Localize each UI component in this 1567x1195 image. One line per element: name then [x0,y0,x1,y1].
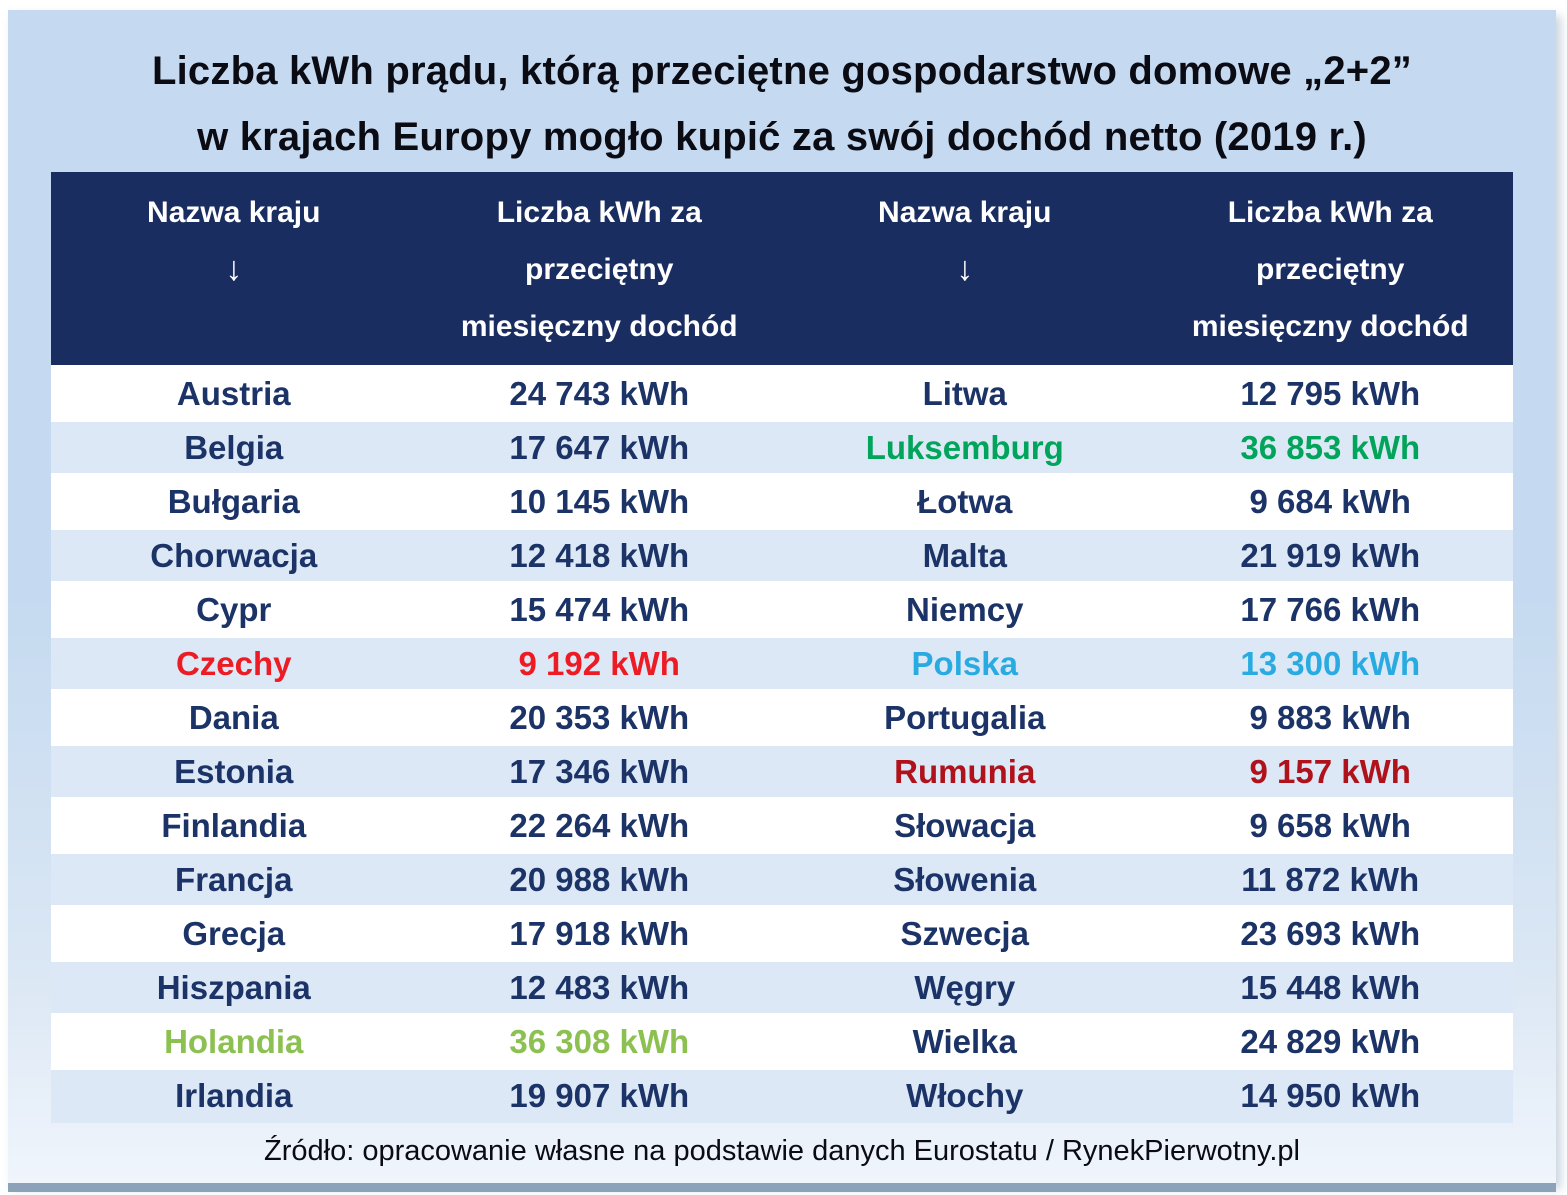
value-cell: 17 346 kWh [416,743,782,799]
title-line-2: w krajach Europy mogło kupić za swój doc… [197,115,1367,159]
table-row: Austria 24 743 kWh Litwa 12 795 kWh [51,365,1513,421]
value-cell: 24 829 kWh [1147,1013,1513,1069]
table-row: Grecja 17 918 kWh Szwecja 23 693 kWh [51,905,1513,961]
header-value-line: miesięczny dochód [1191,310,1469,343]
country-cell: Cypr [51,581,417,637]
value-cell: 9 684 kWh [1147,473,1513,529]
value-cell: 12 483 kWh [416,959,782,1015]
country-cell: Niemcy [782,581,1148,637]
country-cell: Wielka [782,1013,1148,1069]
header-row: Nazwa kraju ↓ Liczba kWh za przeciętny m… [51,172,1513,367]
value-cell: 11 872 kWh [1147,851,1513,907]
header-country-label: Nazwa kraju [147,196,321,229]
country-cell: Włochy [782,1067,1148,1123]
header-value-line: Liczba kWh za [1227,196,1433,229]
country-cell: Węgry [782,959,1148,1015]
value-cell: 12 795 kWh [1147,365,1513,421]
header-value-line: miesięczny dochód [460,310,738,343]
country-cell: Hiszpania [51,959,417,1015]
country-cell: Bułgaria [51,473,417,529]
country-cell: Grecja [51,905,417,961]
country-cell: Rumunia [782,743,1148,799]
value-cell: 36 308 kWh [416,1013,782,1069]
value-cell: 12 418 kWh [416,527,782,583]
value-cell: 13 300 kWh [1147,635,1513,691]
table-row: Finlandia 22 264 kWh Słowacja 9 658 kWh [51,797,1513,853]
value-cell: 20 353 kWh [416,689,782,745]
country-cell: Francja [51,851,417,907]
country-cell: Łotwa [782,473,1148,529]
table-row: Belgia 17 647 kWh Luksemburg 36 853 kWh [51,419,1513,475]
country-cell: Holandia [51,1013,417,1069]
value-cell: 36 853 kWh [1147,419,1513,475]
chart-title: Liczba kWh prądu, którą przeciętne gospo… [8,10,1556,172]
header-value-left: Liczba kWh za przeciętny miesięczny doch… [416,172,782,367]
value-cell: 19 907 kWh [416,1067,782,1123]
country-cell: Austria [51,365,417,421]
header-value-right: Liczba kWh za przeciętny miesięczny doch… [1147,172,1513,367]
table-row: Dania 20 353 kWh Portugalia 9 883 kWh [51,689,1513,745]
header-country-right: Nazwa kraju ↓ [782,172,1148,367]
table-row: Czechy 9 192 kWh Polska 13 300 kWh [51,635,1513,691]
country-cell: Polska [782,635,1148,691]
table-row: Francja 20 988 kWh Słowenia 11 872 kWh [51,851,1513,907]
header-country-left: Nazwa kraju ↓ [51,172,417,367]
value-cell: 9 658 kWh [1147,797,1513,853]
table-row: Bułgaria 10 145 kWh Łotwa 9 684 kWh [51,473,1513,529]
country-cell: Belgia [51,419,417,475]
value-cell: 23 693 kWh [1147,905,1513,961]
country-cell: Estonia [51,743,417,799]
value-cell: 9 157 kWh [1147,743,1513,799]
value-cell: 9 192 kWh [416,635,782,691]
country-cell: Malta [782,527,1148,583]
value-cell: 17 647 kWh [416,419,782,475]
country-cell: Słowacja [782,797,1148,853]
country-cell: Irlandia [51,1067,417,1123]
header-country-label: Nazwa kraju [878,196,1052,229]
table-row: Estonia 17 346 kWh Rumunia 9 157 kWh [51,743,1513,799]
value-cell: 20 988 kWh [416,851,782,907]
country-cell: Słowenia [782,851,1148,907]
value-cell: 17 918 kWh [416,905,782,961]
table-row: Cypr 15 474 kWh Niemcy 17 766 kWh [51,581,1513,637]
table-header: Nazwa kraju ↓ Liczba kWh za przeciętny m… [51,172,1513,367]
title-line-1: Liczba kWh prądu, którą przeciętne gospo… [151,49,1412,93]
value-cell: 10 145 kWh [416,473,782,529]
table-body: Austria 24 743 kWh Litwa 12 795 kWh Belg… [51,365,1513,1123]
header-value-line: przeciętny [525,253,674,286]
country-cell: Chorwacja [51,527,417,583]
value-cell: 17 766 kWh [1147,581,1513,637]
country-cell: Dania [51,689,417,745]
header-value-line: przeciętny [1256,253,1405,286]
source-note: Źródło: opracowanie własne na podstawie … [264,1134,1300,1167]
table-row: Holandia 36 308 kWh Wielka 24 829 kWh [51,1013,1513,1069]
value-cell: 14 950 kWh [1147,1067,1513,1123]
country-cell: Portugalia [782,689,1148,745]
table-row: Chorwacja 12 418 kWh Malta 21 919 kWh [51,527,1513,583]
country-cell: Szwecja [782,905,1148,961]
value-cell: 22 264 kWh [416,797,782,853]
country-cell: Luksemburg [782,419,1148,475]
country-cell: Litwa [782,365,1148,421]
kwh-table: Nazwa kraju ↓ Liczba kWh za przeciętny m… [51,172,1513,1123]
country-cell: Czechy [51,635,417,691]
table-row: Irlandia 19 907 kWh Włochy 14 950 kWh [51,1067,1513,1123]
sort-down-arrow: ↓ [225,250,243,288]
sort-down-arrow: ↓ [956,250,974,288]
value-cell: 21 919 kWh [1147,527,1513,583]
infographic-card: Liczba kWh prądu, którą przeciętne gospo… [8,10,1556,1183]
value-cell: 9 883 kWh [1147,689,1513,745]
value-cell: 15 474 kWh [416,581,782,637]
table-row: Hiszpania 12 483 kWh Węgry 15 448 kWh [51,959,1513,1015]
value-cell: 24 743 kWh [416,365,782,421]
value-cell: 15 448 kWh [1147,959,1513,1015]
header-value-line: Liczba kWh za [496,196,702,229]
country-cell: Finlandia [51,797,417,853]
